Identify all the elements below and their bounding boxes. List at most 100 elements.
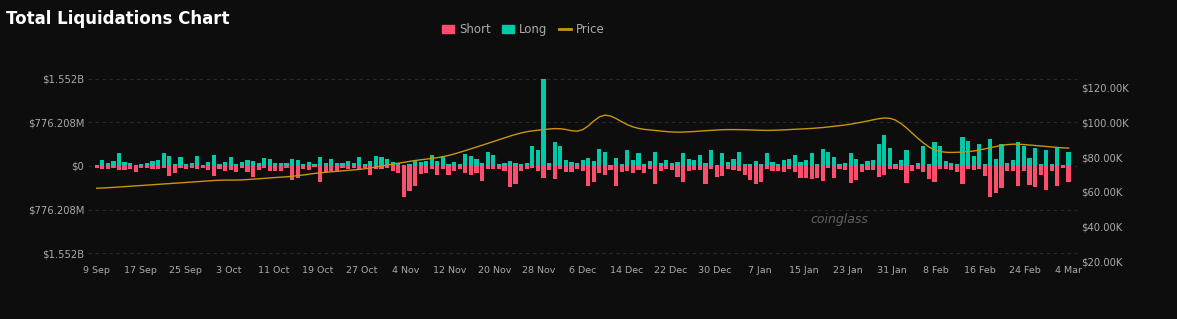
Bar: [804, 160, 809, 166]
Bar: [480, 163, 484, 166]
Bar: [1022, 146, 1026, 166]
Bar: [441, 166, 445, 169]
Bar: [100, 166, 105, 169]
Bar: [413, 161, 417, 166]
Bar: [167, 166, 172, 176]
Bar: [776, 166, 780, 171]
Bar: [245, 166, 250, 172]
Bar: [971, 156, 976, 166]
Bar: [737, 152, 742, 166]
Bar: [787, 166, 791, 168]
Bar: [887, 148, 892, 166]
Bar: [139, 166, 144, 168]
Bar: [330, 159, 333, 166]
Bar: [743, 166, 746, 174]
Bar: [357, 157, 361, 166]
Bar: [676, 166, 679, 177]
Bar: [1005, 163, 1009, 166]
Bar: [1038, 166, 1043, 175]
Bar: [989, 166, 992, 197]
Bar: [570, 166, 573, 172]
Bar: [1016, 166, 1020, 186]
Bar: [257, 163, 261, 166]
Bar: [346, 166, 350, 168]
Bar: [413, 166, 417, 186]
Bar: [273, 166, 278, 172]
Bar: [865, 166, 870, 170]
Bar: [262, 158, 266, 166]
Bar: [474, 159, 479, 166]
Bar: [167, 156, 172, 166]
Bar: [938, 166, 943, 168]
Bar: [330, 166, 333, 171]
Bar: [558, 146, 563, 166]
Bar: [787, 159, 791, 166]
Bar: [765, 153, 769, 166]
Bar: [157, 160, 160, 166]
Bar: [112, 166, 115, 168]
Bar: [368, 166, 372, 175]
Bar: [151, 166, 154, 169]
Bar: [122, 166, 127, 170]
Bar: [580, 166, 585, 171]
Bar: [318, 166, 322, 182]
Bar: [810, 166, 813, 180]
Bar: [134, 165, 138, 166]
Bar: [653, 166, 657, 184]
Bar: [637, 166, 640, 170]
Bar: [340, 163, 345, 166]
Bar: [938, 146, 943, 166]
Bar: [100, 160, 105, 166]
Bar: [486, 166, 490, 169]
Bar: [670, 166, 674, 170]
Bar: [641, 164, 646, 166]
Bar: [631, 160, 634, 166]
Bar: [424, 166, 428, 173]
Bar: [592, 166, 596, 182]
Bar: [871, 160, 876, 166]
Bar: [922, 166, 925, 172]
Bar: [301, 164, 305, 166]
Bar: [614, 158, 618, 166]
Bar: [810, 153, 813, 166]
Text: coinglass: coinglass: [810, 213, 867, 226]
Bar: [977, 166, 982, 169]
Bar: [759, 166, 764, 182]
Bar: [659, 166, 663, 171]
Bar: [625, 166, 630, 171]
Bar: [497, 166, 501, 169]
Bar: [1066, 152, 1071, 166]
Bar: [887, 166, 892, 169]
Bar: [435, 161, 439, 166]
Bar: [882, 166, 886, 175]
Bar: [1056, 166, 1059, 186]
Bar: [704, 163, 707, 166]
Bar: [128, 163, 132, 166]
Bar: [1028, 166, 1031, 185]
Bar: [464, 166, 467, 173]
Bar: [586, 158, 591, 166]
Bar: [184, 164, 188, 166]
Bar: [564, 166, 568, 172]
Bar: [860, 166, 864, 172]
Bar: [307, 166, 311, 170]
Bar: [407, 166, 412, 191]
Bar: [860, 164, 864, 166]
Bar: [753, 161, 758, 166]
Bar: [855, 159, 858, 166]
Bar: [1005, 166, 1009, 171]
Bar: [714, 166, 719, 177]
Bar: [574, 166, 579, 169]
Bar: [206, 162, 211, 166]
Bar: [619, 166, 624, 172]
Bar: [955, 166, 959, 172]
Bar: [849, 153, 853, 166]
Bar: [94, 166, 99, 167]
Bar: [1038, 164, 1043, 166]
Bar: [993, 166, 998, 193]
Bar: [637, 153, 640, 166]
Bar: [374, 156, 378, 166]
Bar: [391, 166, 394, 171]
Bar: [340, 166, 345, 168]
Bar: [749, 164, 752, 166]
